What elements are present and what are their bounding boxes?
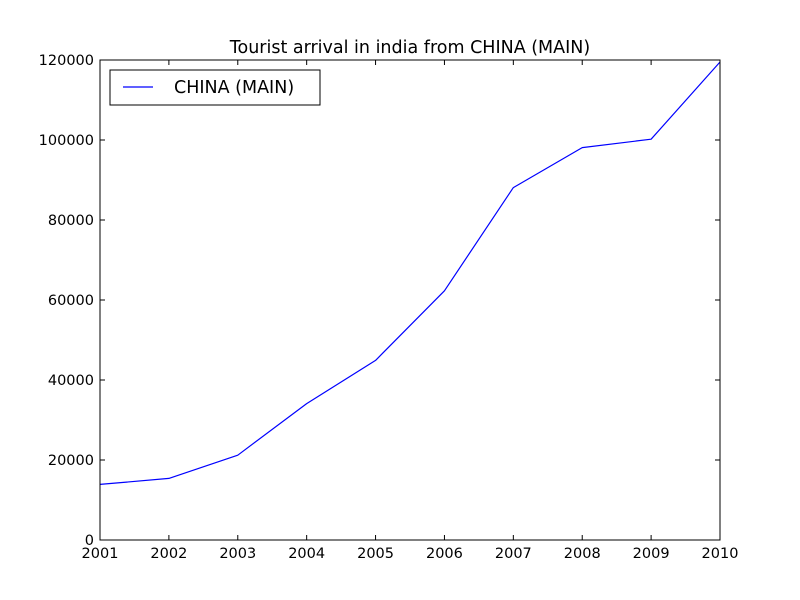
y-tick-label: 120000 (39, 53, 94, 69)
legend: CHINA (MAIN) (109, 69, 321, 106)
x-tick-label: 2001 (82, 546, 119, 562)
series-line-0 (99, 61, 721, 485)
y-tick-label: 40000 (48, 373, 94, 389)
x-tick-label: 2004 (288, 546, 325, 562)
y-tick-label: 100000 (39, 133, 94, 149)
y-tick-label: 60000 (48, 293, 94, 309)
x-tick-label: 2008 (564, 546, 601, 562)
plot-area: 2001 2002 2003 2004 2005 2006 2007 2008 2009 2010… (39, 53, 739, 562)
x-tick-label: 2010 (702, 546, 739, 562)
x-tick-label: 2003 (219, 546, 256, 562)
x-tick-label: 2002 (150, 546, 187, 562)
y-tick-label: 80000 (48, 213, 94, 229)
chart-title: Tourist arrival in india from CHINA (MAI… (229, 38, 590, 58)
axes-frame (99, 59, 721, 541)
x-tick-label: 2005 (357, 546, 394, 562)
x-tick-label: 2009 (633, 546, 670, 562)
x-tick-label: 2007 (495, 546, 532, 562)
y-tick-label: 0 (85, 533, 94, 549)
y-tick-label: 20000 (48, 453, 94, 469)
x-tick-label: 2006 (426, 546, 463, 562)
legend-series-label: CHINA (MAIN) (174, 78, 294, 98)
